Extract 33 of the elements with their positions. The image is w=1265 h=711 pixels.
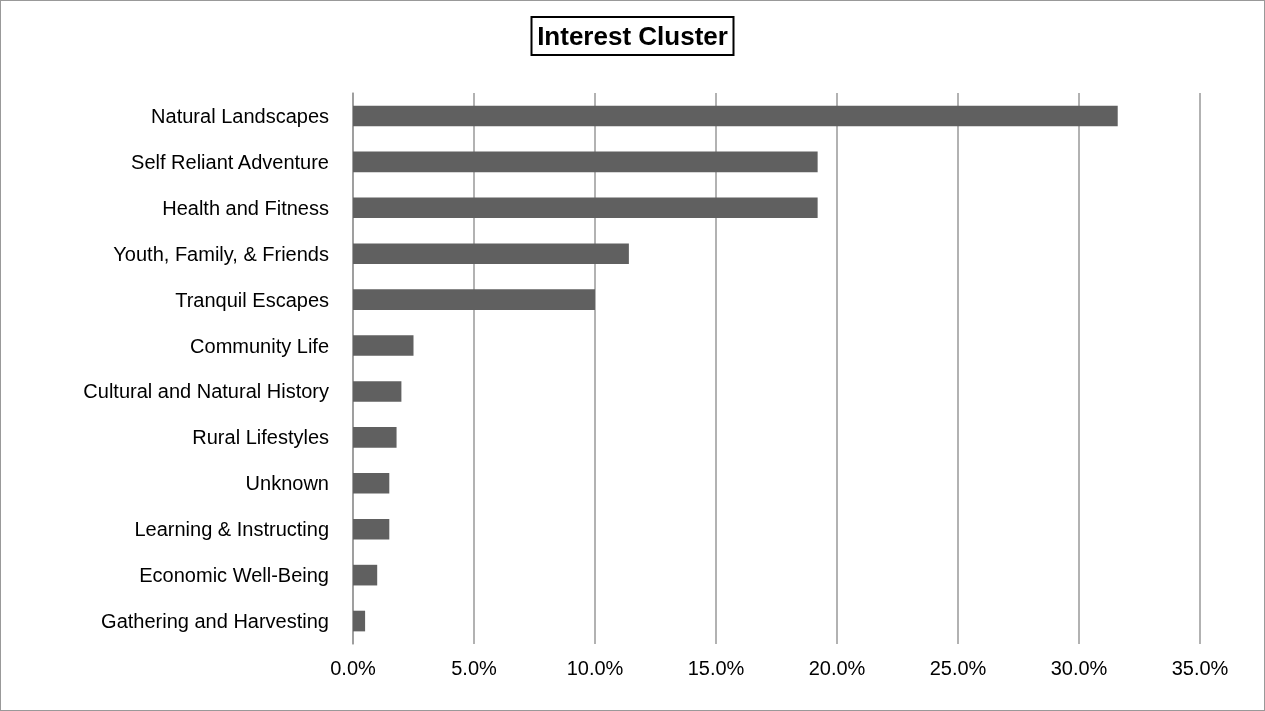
y-tick-label: Self Reliant Adventure [131,150,329,173]
x-tick-label: 35.0% [1171,657,1229,679]
x-tick-label: 30.0% [1050,657,1108,679]
x-tick-label: 5.0% [451,657,498,679]
bar [353,289,595,310]
x-tick-label: 0.0% [330,657,377,679]
bar [353,518,390,540]
bar [353,472,390,494]
bar [353,335,414,356]
x-tick-label: 10.0% [566,657,624,679]
x-tick-label: 15.0% [687,657,745,679]
bar [353,427,397,448]
chart-title: Interest Cluster [537,21,728,51]
bar [353,243,629,265]
y-tick-label: Unknown [245,472,329,495]
bar [353,197,818,219]
y-tick-label: Tranquil Escapes [175,288,329,311]
y-tick-label: Community Life [190,334,329,357]
y-tick-label: Natural Landscapes [151,104,329,127]
y-tick-label: Cultural and Natural History [83,380,329,403]
y-tick-label: Rural Lifestyles [192,426,329,449]
x-tick-label: 20.0% [808,657,866,679]
bar [353,381,402,402]
y-tick-label: Youth, Family, & Friends [113,242,329,265]
x-tick-label: 25.0% [929,657,987,679]
bar [353,151,818,173]
y-tick-label: Economic Well-Being [139,564,329,587]
y-tick-label: Health and Fitness [162,196,329,219]
y-tick-label: Learning & Instructing [134,518,329,541]
bar [353,610,366,632]
bar [353,105,1118,127]
bar [353,564,378,586]
y-tick-label: Gathering and Harvesting [101,610,329,633]
